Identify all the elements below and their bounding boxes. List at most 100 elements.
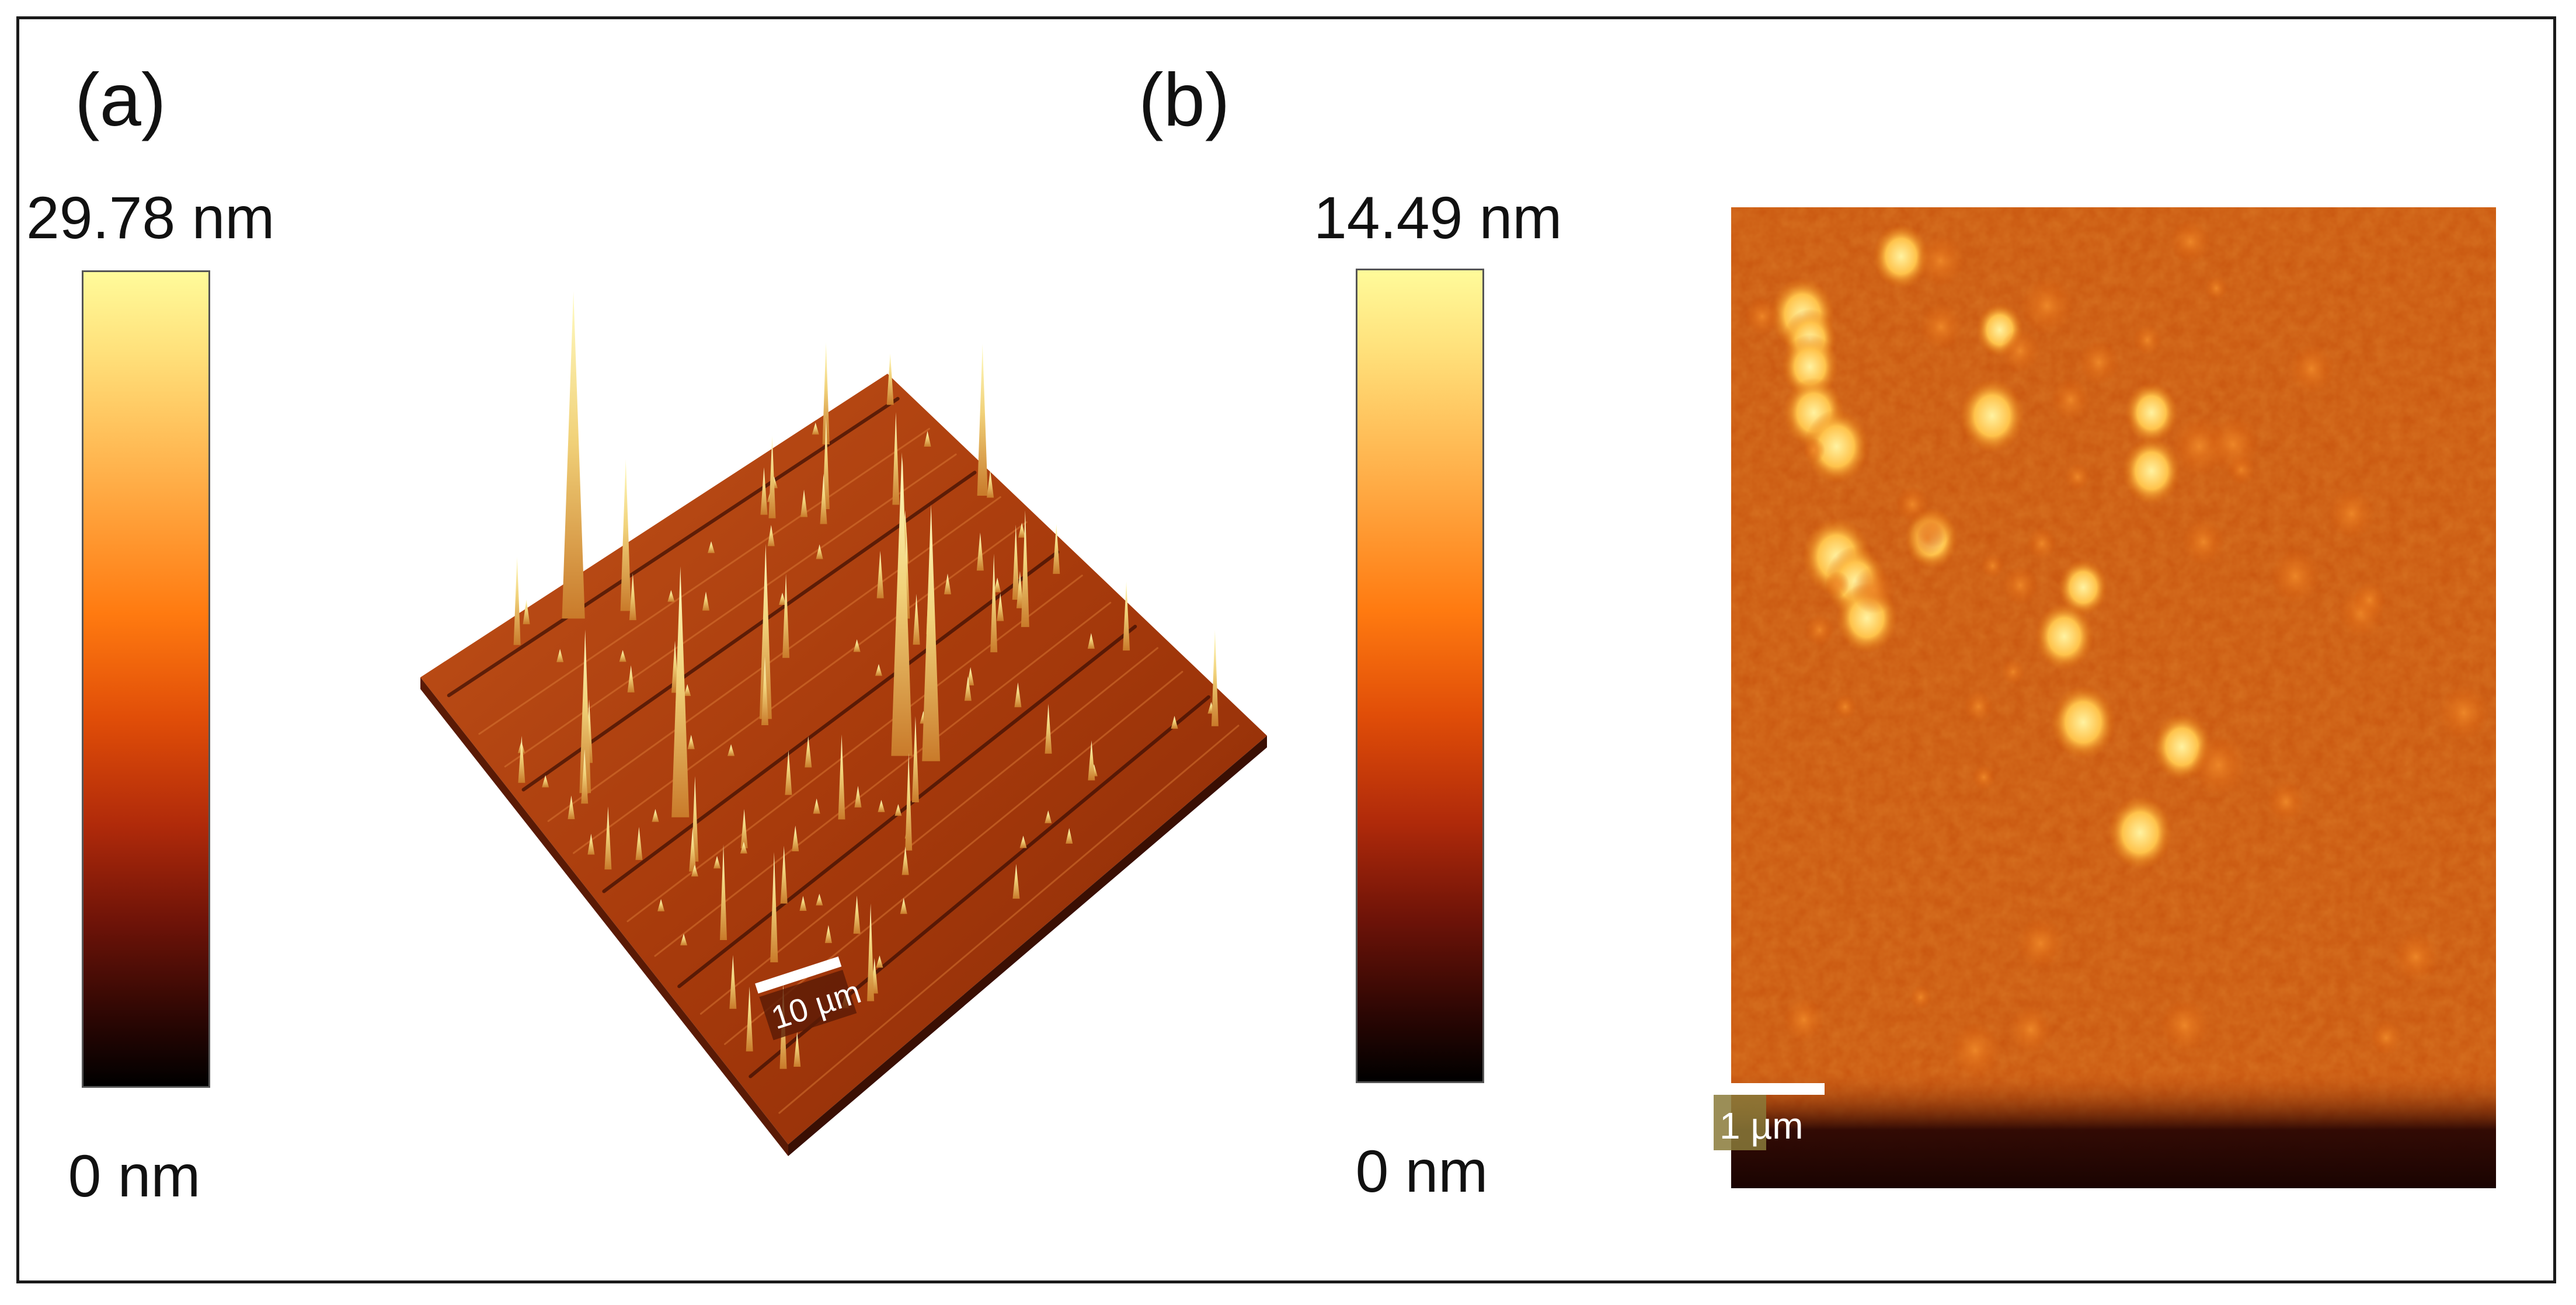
surface-spike — [924, 430, 931, 447]
height-map-faint-grain — [2065, 463, 2090, 491]
height-map-faint-grain — [1917, 234, 1965, 287]
height-map-faint-grain — [1852, 566, 1895, 614]
height-map-grain — [1804, 409, 1869, 483]
height-map-faint-grain — [1981, 553, 2004, 579]
height-map-faint-grain — [1895, 486, 1929, 523]
panel-a-colorbar-max-label: 29.78 nm — [26, 185, 275, 251]
surface-spike — [620, 459, 631, 611]
surface-plane — [420, 374, 1267, 1144]
surface-spike — [913, 594, 920, 645]
surface-spike — [1019, 836, 1027, 848]
surface-spike — [800, 489, 808, 517]
height-map-faint-grain — [1964, 690, 1993, 723]
surface-spike — [1012, 864, 1020, 899]
height-map-grains — [1745, 219, 2490, 1079]
surface-spike — [759, 544, 772, 719]
height-map-faint-grain — [1909, 985, 1932, 1010]
surface-spike — [619, 650, 626, 662]
surface-spike — [997, 593, 1004, 621]
surface-spike — [878, 799, 885, 812]
surface-spike — [746, 986, 753, 1052]
surface-spike — [1021, 510, 1029, 627]
surface-spike — [518, 736, 525, 783]
surface-spike — [556, 649, 564, 663]
surface-spike — [761, 656, 769, 726]
surface-spike — [767, 525, 775, 547]
surface-spike — [687, 735, 695, 750]
panel-a-colorbar — [82, 270, 210, 1088]
surface-spike — [768, 436, 776, 518]
surface-spike — [816, 893, 823, 906]
surface-spike — [911, 716, 919, 803]
height-map-grain — [1873, 224, 1929, 289]
surface-spike — [708, 541, 715, 554]
surface-spike — [667, 590, 675, 602]
height-map-grain — [1960, 378, 2024, 453]
height-map-dark-band — [1731, 1071, 2496, 1188]
height-map-faint-grain — [2078, 340, 2120, 385]
height-map-faint-grain — [2205, 276, 2228, 301]
surface-streak — [778, 725, 1240, 1114]
surface-spike — [604, 806, 612, 870]
height-map-faint-grain — [2370, 1020, 2403, 1056]
surface-spike — [581, 749, 589, 804]
surface-streak — [626, 575, 1083, 923]
height-map-faint-grain — [2170, 219, 2211, 265]
height-map-faint-grain — [2000, 329, 2040, 373]
surface-spike — [820, 474, 827, 524]
surface-spike — [513, 556, 521, 645]
surface-streak — [504, 453, 957, 768]
height-map-faint-grain — [1972, 764, 1996, 790]
surface-spike — [740, 841, 747, 854]
surface-spike — [635, 827, 643, 860]
surface-spike — [1045, 704, 1052, 754]
surface-spike — [671, 566, 690, 817]
surface-spike — [976, 532, 984, 571]
surface-spike — [867, 903, 875, 1001]
surface-spike — [1045, 810, 1052, 823]
surface-spike — [894, 804, 902, 816]
surface-spike — [627, 665, 635, 692]
surface-spike — [853, 639, 861, 652]
height-map-grain — [2122, 437, 2181, 504]
surface-spike — [967, 667, 974, 685]
surface-streak — [447, 396, 900, 697]
surface-spike — [944, 573, 952, 594]
surface-spike — [689, 828, 697, 872]
surface-spike — [922, 504, 941, 761]
height-map-faint-grain — [2182, 518, 2225, 566]
surface-streak — [547, 496, 1001, 822]
panel-a-label: (a) — [75, 58, 166, 142]
height-map-faint-grain — [2191, 735, 2247, 796]
surface-spike — [778, 592, 786, 605]
surface-streak — [724, 670, 1183, 1045]
surface-spike — [1088, 740, 1095, 781]
surface-spike — [782, 573, 790, 658]
height-map-faint-grain — [1950, 1022, 2001, 1079]
height-map-grain — [2035, 603, 2094, 670]
surface-spike — [562, 291, 585, 619]
height-map-faint-grain — [2051, 378, 2090, 422]
surface-streak — [654, 601, 1112, 957]
height-map-faint-grain — [2328, 488, 2375, 540]
surface-spike — [1123, 581, 1130, 651]
surface-spike — [729, 955, 737, 1009]
surface-spike — [793, 1031, 801, 1067]
afm-2d-height-map-image: 1 µm — [1714, 207, 2496, 1188]
surface-spike — [568, 795, 575, 820]
surface-spike — [713, 855, 721, 869]
height-map-faint-grain — [2352, 582, 2387, 619]
surface-spike — [1016, 571, 1024, 608]
surface-spike — [876, 955, 883, 968]
height-map-grain — [2125, 382, 2178, 443]
surface-spike — [805, 736, 812, 768]
surface-spike — [780, 845, 788, 904]
surface-spike — [816, 544, 823, 559]
height-map-faint-grain — [1915, 508, 1951, 548]
height-map-faint-grain — [2393, 931, 2439, 983]
height-map-faint-grain — [2008, 1005, 2053, 1054]
figure-frame — [16, 16, 2556, 1283]
surface-spike — [684, 684, 691, 696]
height-map-faint-grain — [2160, 998, 2210, 1053]
panel-b-scale-bar-label: 1 µm — [1719, 1105, 1804, 1147]
